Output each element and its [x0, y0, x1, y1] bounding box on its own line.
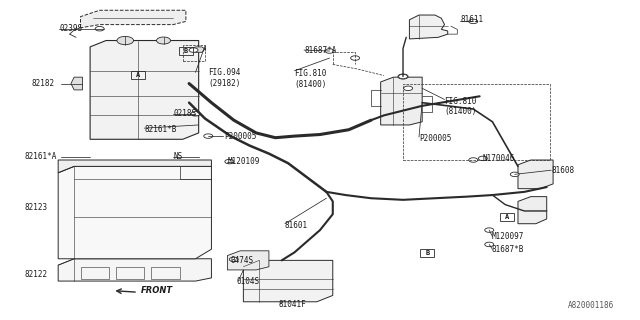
Polygon shape [58, 160, 211, 173]
Circle shape [478, 156, 487, 161]
Text: FIG.094: FIG.094 [208, 68, 241, 77]
Circle shape [404, 86, 413, 91]
Bar [116, 268, 145, 278]
Polygon shape [58, 259, 211, 281]
Text: 0239S: 0239S [60, 24, 83, 33]
Polygon shape [58, 166, 211, 259]
Polygon shape [81, 10, 186, 28]
Bar [500, 212, 514, 221]
Circle shape [204, 134, 212, 138]
Circle shape [229, 257, 238, 262]
Text: FIG.810: FIG.810 [445, 97, 477, 106]
Circle shape [468, 158, 477, 162]
Text: 81601: 81601 [285, 221, 308, 230]
Polygon shape [381, 77, 422, 125]
Text: 82122: 82122 [25, 270, 48, 279]
Text: B: B [425, 250, 429, 256]
Text: 82123: 82123 [25, 203, 48, 212]
Text: (29182): (29182) [208, 79, 241, 88]
Text: M120097: M120097 [491, 232, 524, 241]
Text: FRONT: FRONT [141, 286, 173, 295]
Circle shape [191, 112, 200, 116]
Circle shape [510, 172, 519, 177]
Polygon shape [243, 260, 333, 302]
Circle shape [325, 49, 334, 53]
Bar [81, 268, 109, 278]
Polygon shape [518, 197, 547, 224]
Text: B: B [184, 48, 188, 54]
Text: FIG.810: FIG.810 [294, 69, 327, 78]
Text: NS: NS [173, 152, 182, 161]
Text: A820001186: A820001186 [568, 301, 614, 310]
Text: 82161*B: 82161*B [145, 125, 177, 134]
Text: 0104S: 0104S [237, 277, 260, 286]
Polygon shape [189, 47, 205, 52]
Text: P200005: P200005 [419, 134, 451, 143]
Text: 0474S: 0474S [230, 256, 253, 265]
Bar [151, 268, 179, 278]
Polygon shape [518, 160, 553, 189]
Text: P200005: P200005 [224, 132, 257, 140]
Polygon shape [410, 15, 448, 39]
Text: 81608: 81608 [551, 166, 574, 175]
Polygon shape [227, 251, 269, 270]
Bar [420, 249, 435, 258]
Circle shape [117, 36, 134, 45]
Text: 81687*A: 81687*A [304, 45, 337, 55]
Text: (81400): (81400) [445, 107, 477, 116]
Text: M120109: M120109 [227, 157, 260, 166]
Circle shape [157, 37, 171, 44]
Text: 81611: 81611 [461, 15, 484, 24]
Text: A: A [136, 72, 140, 78]
Text: 82182: 82182 [31, 79, 54, 88]
Circle shape [399, 74, 408, 79]
Bar [131, 71, 145, 79]
Circle shape [468, 19, 477, 24]
Text: 81687*B: 81687*B [491, 245, 524, 254]
Text: A: A [505, 214, 509, 220]
Circle shape [95, 27, 104, 31]
Text: (81400): (81400) [294, 80, 327, 89]
Bar [179, 47, 193, 55]
Circle shape [398, 74, 408, 79]
Circle shape [189, 48, 198, 52]
Text: 82161*A: 82161*A [25, 152, 58, 161]
Text: 81041F: 81041F [278, 300, 307, 308]
Circle shape [484, 228, 493, 232]
Circle shape [351, 56, 360, 60]
Circle shape [225, 159, 234, 164]
Polygon shape [71, 77, 83, 90]
Text: N170046: N170046 [483, 154, 515, 163]
Text: 0218S: 0218S [173, 109, 196, 118]
Circle shape [484, 242, 493, 247]
Polygon shape [90, 41, 198, 139]
